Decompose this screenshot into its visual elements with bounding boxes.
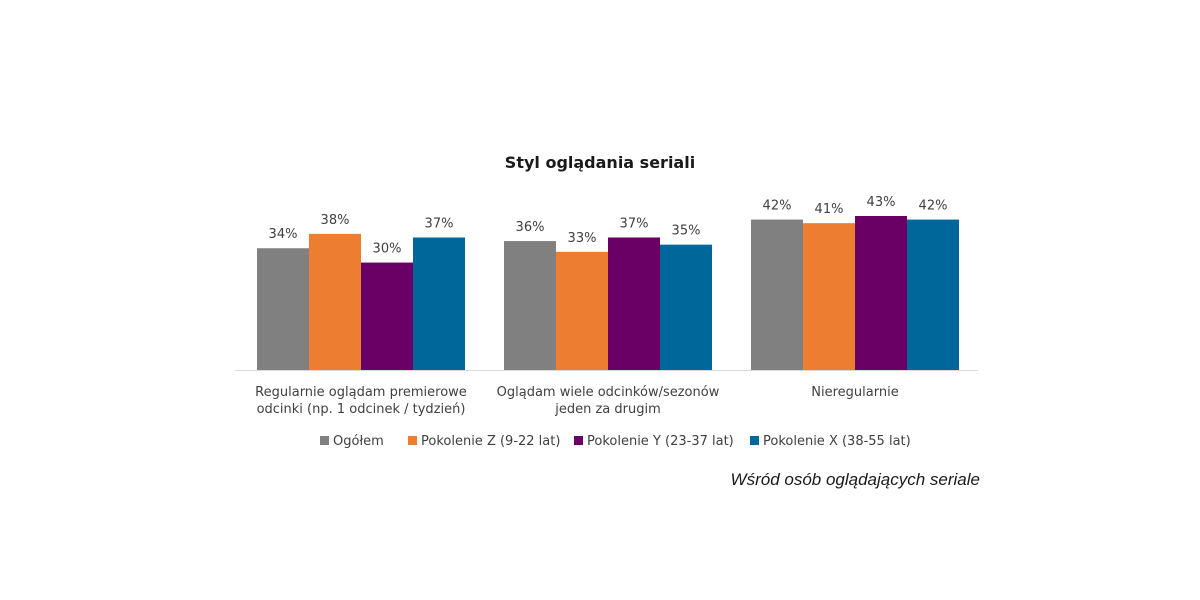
legend-swatch [750,436,759,445]
bar [660,244,712,370]
legend-item: Ogółem [320,434,384,449]
bar [309,233,361,370]
legend-label: Pokolenie X (38-55 lat) [763,434,911,449]
data-label: 33% [568,231,597,246]
category-label: Regularnie oglądam premierowe odcinki (np… [255,385,467,417]
legend-swatch [408,436,417,445]
data-label: 37% [620,216,649,231]
bars: 34% 38% 30% 37% 36% 33% 37% 35% 42% 41% 43% 42% [257,195,959,370]
bar [907,219,959,370]
data-label: 37% [425,216,454,231]
data-label: 35% [672,224,701,239]
legend-swatch [320,436,329,445]
data-label: 42% [763,199,792,214]
legend-swatch [574,436,583,445]
legend-label: Pokolenie Z (9-22 lat) [421,434,560,449]
category-labels: Regularnie oglądam premierowe odcinki (np… [255,385,899,417]
legend-label: Ogółem [333,434,384,449]
bar [504,241,556,370]
data-label: 36% [516,220,545,235]
bar [257,248,309,370]
data-label: 30% [373,242,402,257]
data-label: 42% [919,199,948,214]
bar [556,251,608,370]
legend-item: Pokolenie X (38-55 lat) [750,434,911,449]
legend: Ogółem Pokolenie Z (9-22 lat) Pokolenie Y … [320,434,911,449]
bar [803,223,855,370]
legend-item: Pokolenie Z (9-22 lat) [408,434,560,449]
category-label: Nieregularnie [811,385,898,400]
bar [361,262,413,370]
bar [855,216,907,370]
category-label: Oglądam wiele odcinków/sezonów jeden za d… [497,385,720,417]
bar [751,219,803,370]
footnote: Wśród osób oglądających seriale [731,470,980,489]
legend-label: Pokolenie Y (23-37 lat) [587,434,734,449]
data-label: 38% [321,213,350,228]
bar [413,237,465,370]
data-label: 41% [815,202,844,217]
chart-title: Styl oglądania seriali [505,153,695,172]
bar [608,237,660,370]
legend-item: Pokolenie Y (23-37 lat) [574,434,734,449]
data-label: 43% [867,195,896,210]
data-label: 34% [269,227,298,242]
